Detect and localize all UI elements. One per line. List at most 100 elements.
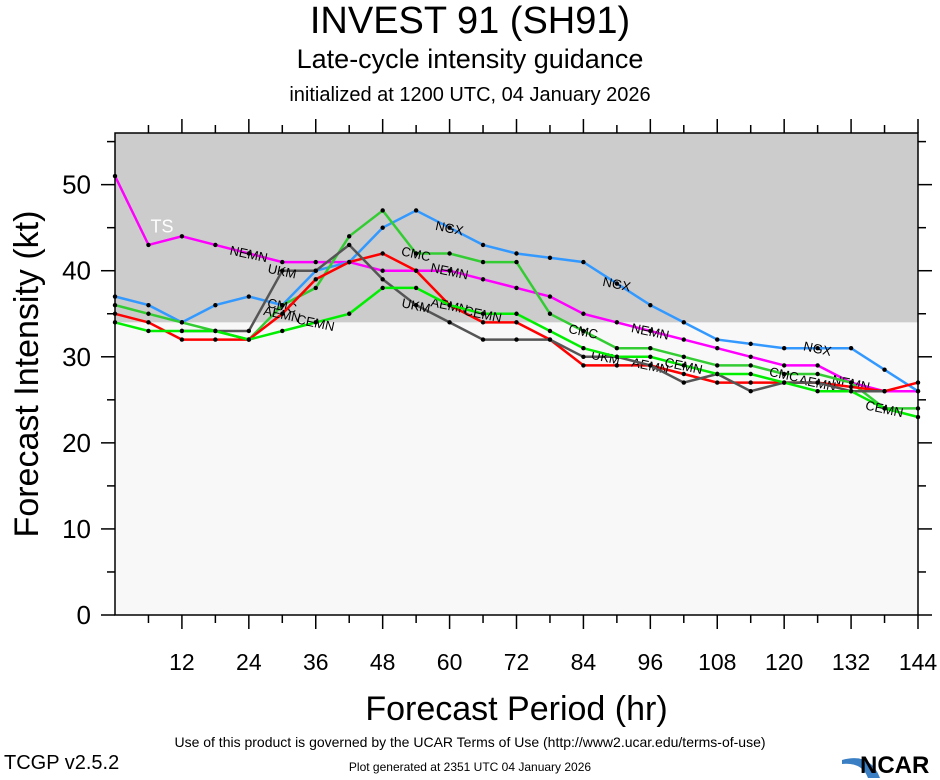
data-point xyxy=(280,328,285,334)
data-point xyxy=(514,311,519,316)
y-tick-label: 50 xyxy=(62,170,91,200)
x-tick-label: 72 xyxy=(504,649,530,675)
data-point xyxy=(480,320,486,325)
y-tick-label: 0 xyxy=(77,600,91,630)
series-label: CMC xyxy=(266,295,298,316)
data-point xyxy=(614,345,620,351)
data-point xyxy=(781,371,787,377)
data-point xyxy=(781,345,787,351)
data-point xyxy=(848,345,854,351)
data-point xyxy=(581,354,586,359)
data-point xyxy=(715,345,720,351)
x-tick-label: 36 xyxy=(303,649,329,675)
chart-subtitle: Late-cycle intensity guidance xyxy=(296,44,644,74)
data-point xyxy=(715,371,720,377)
x-tick-label: 120 xyxy=(765,649,803,675)
data-point xyxy=(246,294,252,299)
ncar-logo-swoosh xyxy=(842,758,880,778)
y-tick-label: 40 xyxy=(62,256,91,286)
data-point xyxy=(246,328,252,334)
data-point xyxy=(514,320,519,325)
data-point xyxy=(848,389,854,394)
x-tick-label: 84 xyxy=(571,649,597,675)
data-point xyxy=(848,380,854,385)
series-label: NGX xyxy=(802,338,833,359)
data-point xyxy=(681,380,686,385)
data-point xyxy=(347,234,352,239)
data-point xyxy=(480,311,486,316)
data-point xyxy=(648,302,653,308)
data-point xyxy=(480,277,486,282)
init-time: initialized at 1200 UTC, 04 January 2026 xyxy=(289,84,651,106)
data-point xyxy=(547,328,553,334)
data-point xyxy=(179,337,185,342)
data-point xyxy=(413,251,419,256)
series-ngx: NGX NGX NGX xyxy=(112,208,921,394)
data-point xyxy=(547,255,553,261)
x-tick-label: 108 xyxy=(698,649,736,675)
data-point xyxy=(514,259,519,265)
data-point xyxy=(380,225,385,230)
data-point xyxy=(514,337,519,342)
y-tick-label: 10 xyxy=(62,514,91,544)
data-point xyxy=(447,225,452,230)
below-ts-region xyxy=(115,322,918,615)
data-point xyxy=(213,242,218,248)
data-point xyxy=(815,380,820,385)
ts-band-label: TS xyxy=(150,216,173,236)
series-label: UKM xyxy=(266,261,297,282)
data-point xyxy=(614,363,620,368)
data-point xyxy=(748,371,753,377)
data-point xyxy=(748,363,753,368)
data-point xyxy=(246,337,252,342)
data-point xyxy=(146,320,151,325)
data-point xyxy=(648,328,653,334)
data-point xyxy=(280,259,285,265)
x-tick-label: 12 xyxy=(169,649,195,675)
data-point xyxy=(313,320,318,325)
data-point xyxy=(280,268,285,273)
y-axis-label: Forecast Intensity (kt) xyxy=(8,211,46,538)
data-point xyxy=(480,259,486,265)
data-point xyxy=(547,311,553,316)
data-point xyxy=(715,337,720,342)
data-point xyxy=(781,380,787,385)
data-point xyxy=(280,302,285,308)
data-point xyxy=(313,268,318,273)
data-point xyxy=(681,354,686,359)
data-point xyxy=(781,363,787,368)
data-point xyxy=(380,277,385,282)
series-label: NGX xyxy=(434,218,465,239)
x-tick-label: 132 xyxy=(832,649,870,675)
data-point xyxy=(748,354,753,359)
data-point xyxy=(581,363,586,368)
data-point xyxy=(715,363,720,368)
data-point xyxy=(146,302,151,308)
ncar-logo: NCAR xyxy=(860,752,930,779)
data-point xyxy=(413,268,419,273)
data-point xyxy=(413,285,419,291)
data-point xyxy=(648,345,653,351)
data-point xyxy=(313,259,318,265)
data-point xyxy=(380,268,385,273)
data-point xyxy=(179,320,185,325)
data-point xyxy=(146,242,151,248)
data-point xyxy=(681,363,686,368)
data-point xyxy=(748,389,753,394)
data-point xyxy=(614,354,620,359)
x-tick-label: 24 xyxy=(236,649,262,675)
data-point xyxy=(480,337,486,342)
data-point xyxy=(882,367,887,372)
data-point xyxy=(413,302,419,308)
data-point xyxy=(380,251,385,256)
data-point xyxy=(648,363,653,368)
data-point xyxy=(514,251,519,256)
series-label: UKM xyxy=(400,295,431,316)
y-tick-label: 20 xyxy=(62,428,91,458)
data-point xyxy=(347,242,352,248)
ts-band xyxy=(115,133,918,323)
data-point xyxy=(882,406,887,411)
data-point xyxy=(815,389,820,394)
data-point xyxy=(380,285,385,291)
